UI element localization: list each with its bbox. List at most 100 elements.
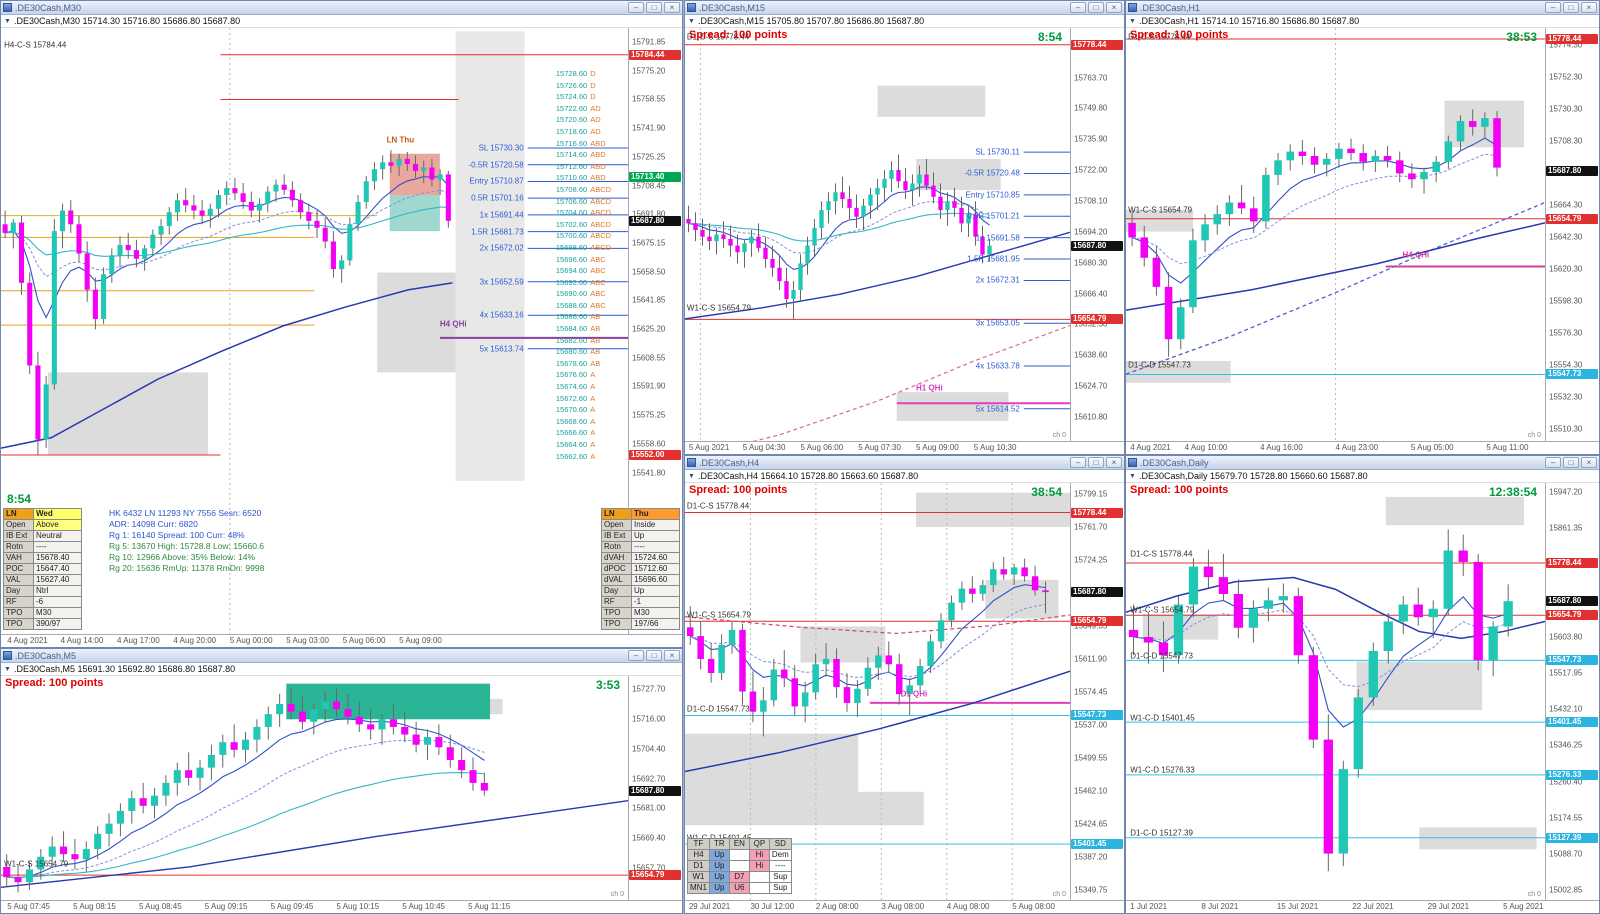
close-button[interactable]: × [1581,457,1597,468]
tpo-price: 15714.60 [555,150,588,160]
time-tick: 5 Aug 11:15 [468,902,511,911]
table-row: TPO 197/66 [601,618,680,630]
tpo-profile-row: 15714.60 ABD [556,149,611,161]
tf-cell: H4 [687,849,710,861]
time-tick: 5 Aug 07:30 [858,443,901,452]
minimize-button[interactable]: – [1545,2,1561,13]
symbol-dropdown-icon[interactable]: ▼ [1129,17,1136,25]
stat-line: Rg 1: 16140 Spread: 100 Curr: 48% [109,530,245,540]
chart-area-m30[interactable]: SL 15730.30 -0.5R 15720.58 Entry 15710.87 0… [1,28,682,647]
candlestick-plot-h4[interactable] [685,483,1070,900]
minimize-button[interactable]: – [628,2,644,13]
price-axis[interactable]: 15947.2015861.3515775.5015689.6515603.80… [1545,483,1599,900]
stat-label: RF [3,596,34,608]
quote-bar[interactable]: ▼ .DE30Cash,M30 15714.30 15716.80 15686.8… [1,15,682,28]
tf-cell [748,882,770,894]
trade-level-label: 1x 15691.44 [479,210,524,220]
symbol-dropdown-icon[interactable]: ▼ [688,472,695,480]
trade-level-label: 1.5R 15681.95 [967,254,1020,264]
tpo-profile-row: 15674.60 A [556,381,611,393]
chart-area-m5[interactable]: W1-C-S 15654.79 Spread: 100 points 3:53 ch … [1,676,682,913]
quote-bar[interactable]: ▼ .DE30Cash,H1 15714.10 15716.80 15686.80… [1126,15,1599,28]
price-tick: 15657.70 [632,863,666,873]
tf-cell: U6 [728,882,750,894]
price-tick: 15692.70 [632,774,666,784]
candlestick-plot-m30[interactable] [1,28,628,634]
tf-header-cell: SD [768,838,792,850]
symbol-dropdown-icon[interactable]: ▼ [688,17,695,25]
quote-bar[interactable]: ▼ .DE30Cash,M5 15691.30 15692.80 15686.80… [1,663,682,676]
close-button[interactable]: × [1106,457,1122,468]
tpo-price: 15678.60 [555,358,588,368]
time-axis[interactable]: 5 Aug 2021 5 Aug 04:30 5 Aug 06:00 5 Aug 07… [685,441,1124,454]
symbol-dropdown-icon[interactable]: ▼ [4,665,11,673]
candlestick-plot-m15[interactable] [685,28,1070,441]
tpo-price: 15698.60 [555,242,588,252]
window-titlebar[interactable]: .DE30Cash,M5 – □ × [1,649,682,663]
maximize-button[interactable]: □ [646,650,662,661]
close-button[interactable]: × [664,650,680,661]
chart-window-icon [1128,458,1137,467]
time-axis[interactable]: 4 Aug 2021 4 Aug 14:00 4 Aug 17:00 4 Aug 20… [1,634,682,647]
minimize-button[interactable]: – [1070,2,1086,13]
price-badge: 15784.44 [629,49,681,60]
time-tick: 5 Aug 2021 [688,443,730,452]
price-tick: 15708.45 [632,181,666,191]
quote-bar[interactable]: ▼ .DE30Cash,Daily 15679.70 15728.80 15660… [1126,470,1599,483]
window-titlebar[interactable]: .DE30Cash,M30 – □ × [1,1,682,15]
minimize-button[interactable]: – [1070,457,1086,468]
maximize-button[interactable]: □ [1088,2,1104,13]
chart-area-h1[interactable]: D1-C-S 15778.44 W1-C-S 15654.79 H4 QHi D1-C… [1126,28,1599,454]
price-badge: 15276.33 [1546,769,1598,780]
maximize-button[interactable]: □ [646,2,662,13]
chart-area-daily[interactable]: D1-C-S 15778.44 W1-C-S 15654.79 D1-C-D 155… [1126,483,1599,913]
maximize-button[interactable]: □ [1563,2,1579,13]
time-axis[interactable]: 4 Aug 2021 4 Aug 10:00 4 Aug 16:00 4 Aug 23… [1126,441,1599,454]
stat-value: 15712.60 [631,563,680,575]
chart-area-m15[interactable]: SL 15730.11 -0.5R 15720.48 Entry 15710.85 0… [685,28,1124,454]
tpo-letters: A [590,451,596,461]
price-axis[interactable]: 15774.3015752.3015730.3015708.3015686.30… [1545,28,1599,441]
quote-text: .DE30Cash,H4 15664.10 15728.80 15663.60 … [697,471,919,481]
time-tick: 4 Aug 08:00 [946,902,990,911]
symbol-dropdown-icon[interactable]: ▼ [1129,472,1136,480]
trade-level-label: 3x 15652.59 [479,277,524,287]
stat-value: 15696.60 [631,574,680,586]
stat-value: Up [631,530,680,542]
close-button[interactable]: × [1106,2,1122,13]
minimize-button[interactable]: – [1545,457,1561,468]
price-axis[interactable]: 15799.1515761.7015724.2515686.8015649.35… [1070,483,1124,900]
window-titlebar[interactable]: .DE30Cash,Daily – □ × [1126,456,1599,470]
price-axis[interactable]: 15763.70 15749.80 15735.90 15722.00 15708.10… [1070,28,1124,441]
chart-window-h4: .DE30Cash,H4 – □ × ▼ .DE30Cash,H4 15664.10 15… [684,455,1125,914]
close-button[interactable]: × [1581,2,1597,13]
time-axis[interactable]: 29 Jul 2021 30 Jul 12:00 2 Aug 08:00 3 Aug … [685,900,1124,913]
window-titlebar[interactable]: .DE30Cash,H1 – □ × [1126,1,1599,15]
time-axis[interactable]: 5 Aug 07:45 5 Aug 08:15 5 Aug 08:45 5 Aug 0… [1,900,682,913]
candlestick-plot-m5[interactable] [1,676,628,900]
symbol-dropdown-icon[interactable]: ▼ [4,17,11,25]
minimize-button[interactable]: – [628,650,644,661]
price-tick: 15763.70 [1074,73,1108,82]
price-badge: 15687.80 [1071,587,1123,598]
chart-area-h4[interactable]: D1-C-S 15778.44 W1-C-S 15654.79 D1-C-D 155… [685,483,1124,913]
stat-label: TPO [3,607,34,619]
price-tick: 15624.70 [1074,381,1108,391]
maximize-button[interactable]: □ [1088,457,1104,468]
maximize-button[interactable]: □ [1563,457,1579,468]
price-axis[interactable]: 15727.70 15716.00 15704.40 15692.70 15681.00… [628,676,682,900]
quote-bar[interactable]: ▼ .DE30Cash,M15 15705.80 15707.80 15686.8… [685,15,1124,28]
close-button[interactable]: × [664,2,680,13]
window-titlebar[interactable]: .DE30Cash,M15 – □ × [685,1,1124,15]
window-titlebar[interactable]: .DE30Cash,H4 – □ × [685,456,1124,470]
price-tick: 15591.90 [632,381,666,391]
time-tick: 5 Aug 08:45 [138,902,182,911]
quote-bar[interactable]: ▼ .DE30Cash,H4 15664.10 15728.80 15663.60… [685,470,1124,483]
table-row: TPO 390/97 [3,618,82,630]
spread-warning-label: Spread: 100 points [689,484,788,496]
tpo-profile-row: 15724.60 D [556,91,611,103]
candlestick-plot-daily[interactable] [1126,483,1545,900]
candlestick-plot-h1[interactable] [1126,28,1545,441]
time-axis[interactable]: 1 Jul 2021 8 Jul 2021 15 Jul 2021 22 Jul 20… [1126,900,1599,913]
price-tick: 15735.90 [1074,134,1108,144]
